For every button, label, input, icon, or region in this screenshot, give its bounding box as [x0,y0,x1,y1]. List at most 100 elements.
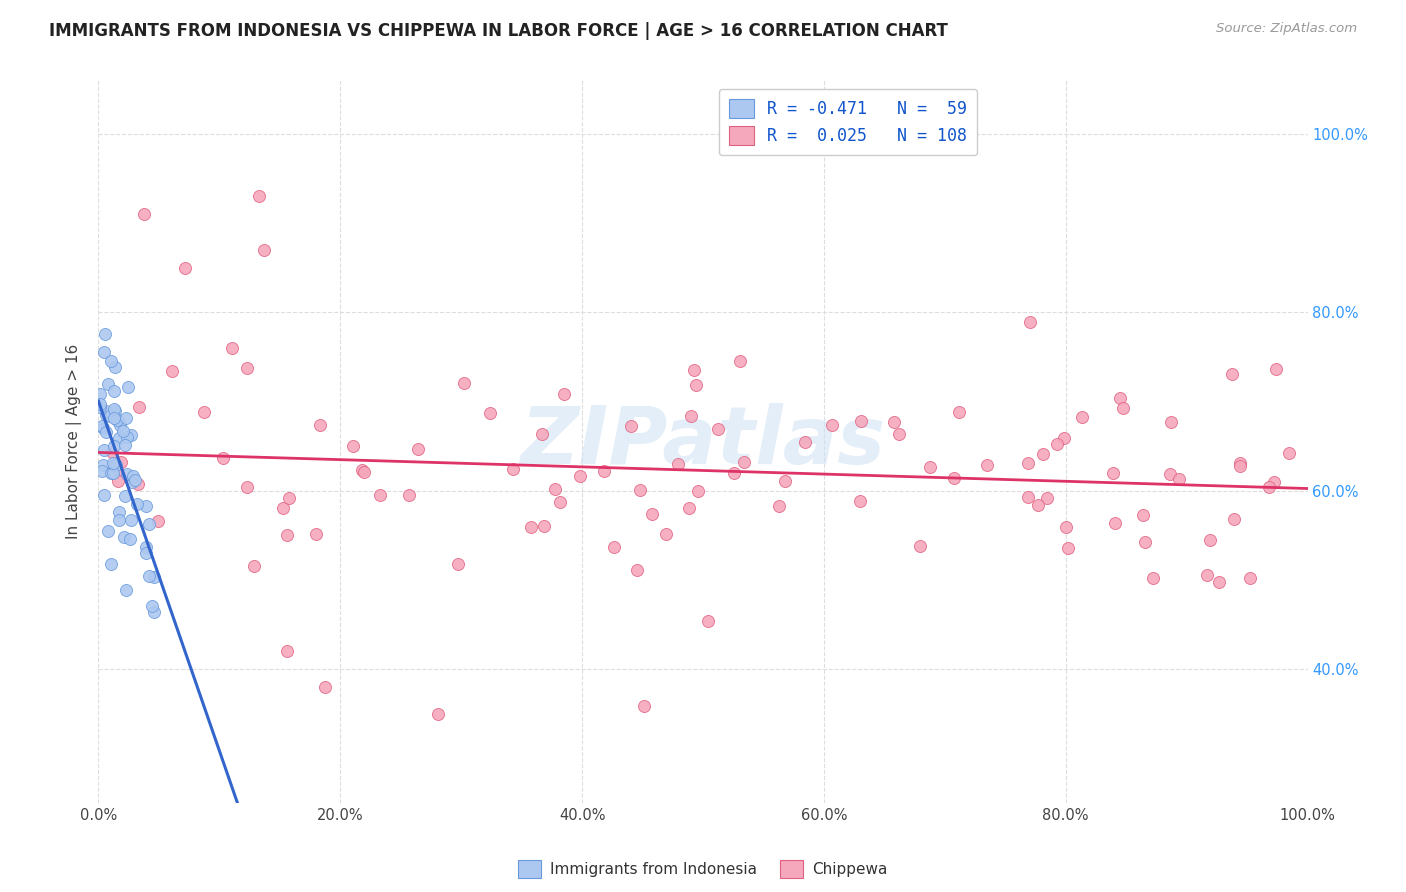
Point [118,532,141,546]
Point [654,526,676,541]
Point [533,519,555,533]
Point [138,569,160,583]
Point [628,483,651,497]
Point [502,462,524,476]
Point [723,466,745,480]
Point [94,327,117,342]
Point [1167,472,1189,486]
Point [1057,541,1080,555]
Point [314,680,336,694]
Point [103,411,125,425]
Point [93,488,115,502]
Text: Source: ZipAtlas.com: Source: ZipAtlas.com [1216,22,1357,36]
Point [114,437,136,451]
Point [103,402,125,417]
Point [568,469,591,483]
Point [100,353,122,368]
Point [728,353,751,368]
Point [1195,567,1218,582]
Point [681,409,703,423]
Point [1142,571,1164,585]
Point [135,499,157,513]
Point [821,417,844,432]
Point [105,464,128,478]
Point [1104,516,1126,530]
Point [447,558,470,572]
Point [1160,415,1182,429]
Point [96,409,118,423]
Point [1263,475,1285,489]
Point [101,456,124,470]
Point [1053,431,1076,445]
Point [619,418,641,433]
Point [626,563,648,577]
Point [849,414,872,428]
Point [103,458,125,472]
Point [115,430,138,444]
Point [1112,401,1135,415]
Point [97,524,120,539]
Point [1102,466,1125,480]
Point [111,424,134,438]
Point [918,459,941,474]
Point [103,439,125,453]
Point [1208,575,1230,590]
Point [520,520,543,534]
Point [1071,410,1094,425]
Point [110,455,132,469]
Point [1229,459,1251,474]
Point [143,605,166,619]
Point [115,467,138,481]
Point [236,360,259,375]
Point [146,514,169,528]
Point [115,411,138,425]
Point [1278,446,1301,460]
Point [548,495,571,509]
Point [276,528,298,542]
Point [793,434,815,449]
Point [120,513,142,527]
Point [1229,456,1251,470]
Point [96,425,118,439]
Point [278,491,301,506]
Point [633,698,655,713]
Point [108,514,131,528]
Point [108,418,131,433]
Point [697,614,720,628]
Point [1257,481,1279,495]
Point [90,419,112,434]
Point [135,540,157,554]
Point [666,457,689,471]
Point [97,376,120,391]
Point [89,400,111,414]
Point [174,260,197,275]
Point [132,207,155,221]
Point [733,455,755,469]
Point [127,476,149,491]
Point [1108,391,1130,405]
Point [121,475,143,489]
Point [93,345,115,359]
Legend: Immigrants from Indonesia, Chippewa: Immigrants from Indonesia, Chippewa [512,854,894,884]
Point [350,463,373,477]
Point [353,466,375,480]
Point [236,480,259,494]
Point [193,405,215,419]
Point [1017,456,1039,470]
Point [768,499,790,513]
Point [127,497,149,511]
Point [1199,533,1222,548]
Point [342,439,364,453]
Point [398,488,420,502]
Point [105,458,128,472]
Point [114,583,136,598]
Point [135,546,157,560]
Point [544,482,567,496]
Point [108,505,131,519]
Point [1026,498,1049,512]
Point [948,405,970,419]
Point [453,376,475,391]
Point [685,377,707,392]
Point [120,427,142,442]
Point [1239,571,1261,585]
